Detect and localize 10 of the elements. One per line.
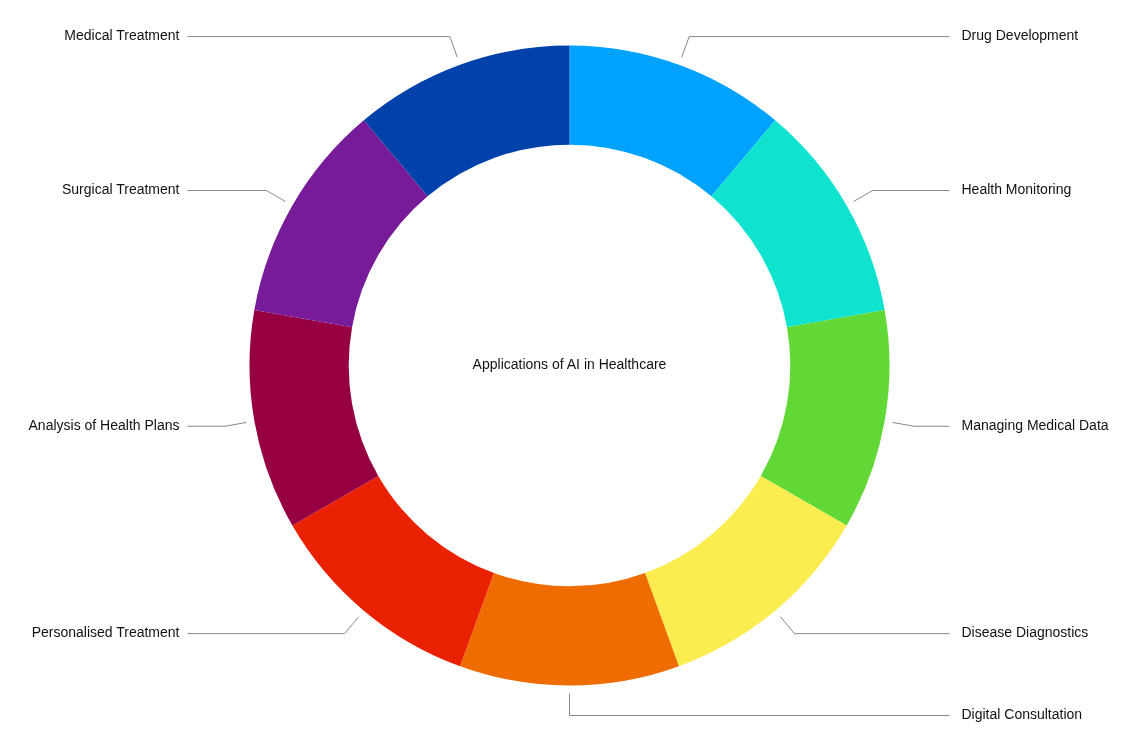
text: Applications of AI in Healthcare <box>472 356 667 373</box>
slice-label: Digital Consultation <box>961 706 1083 723</box>
slice-label: Health Monitoring <box>961 181 1072 198</box>
slice-label: Medical Treatment <box>64 27 180 44</box>
slice-label: Surgical Treatment <box>62 181 180 198</box>
slice-label: Personalised Treatment <box>31 624 180 641</box>
slice-label: Analysis of Health Plans <box>28 417 180 434</box>
slice-label: Drug Development <box>961 27 1079 44</box>
slice-label: Disease Diagnostics <box>961 624 1089 641</box>
slice-label: Managing Medical Data <box>961 417 1109 434</box>
